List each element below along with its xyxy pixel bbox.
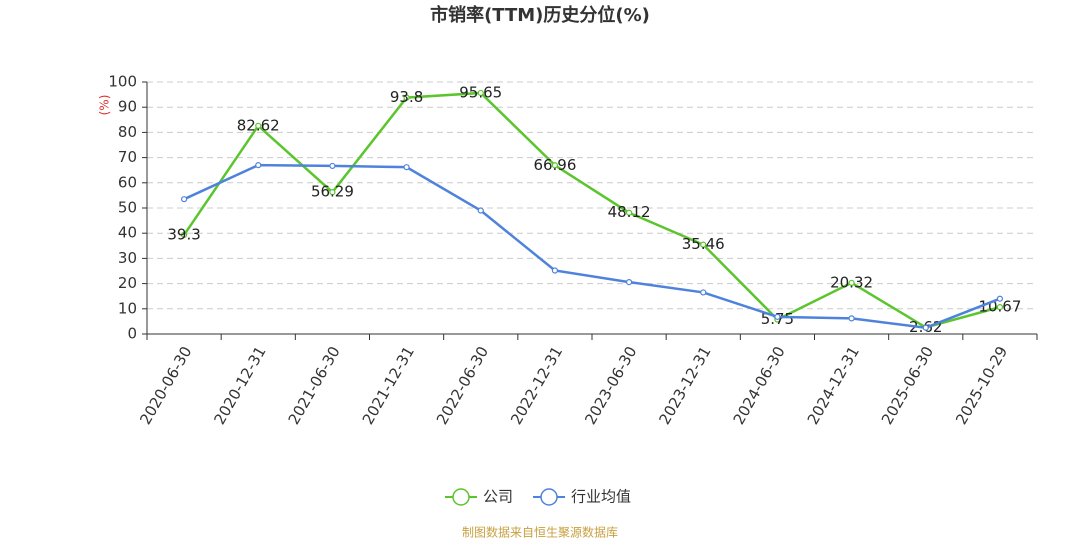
y-tick-label: 90 [118, 98, 137, 116]
y-tick-label: 60 [118, 173, 137, 191]
data-point [403, 94, 410, 101]
data-point [922, 324, 929, 331]
data-point [551, 162, 559, 169]
data-point [329, 162, 336, 170]
data-point [403, 164, 410, 171]
legend-marker [540, 488, 558, 506]
data-label: 95.65 [459, 83, 502, 101]
x-tick-label: 2025-10-29 [952, 343, 1011, 428]
data-point [255, 122, 262, 129]
data-label: 39.3 [167, 225, 200, 243]
data-point [551, 267, 559, 274]
y-tick-label: 80 [118, 123, 137, 141]
y-tick-label: 70 [118, 148, 137, 166]
data-point [848, 315, 855, 322]
data-point [996, 295, 1004, 302]
data-label: 56.29 [311, 183, 354, 201]
y-tick-label: 100 [108, 73, 137, 91]
x-tick-label: 2022-06-30 [433, 343, 492, 428]
data-point [255, 162, 262, 169]
data-point [848, 279, 855, 286]
data-label: 35.46 [682, 235, 725, 253]
data-label: 48.12 [608, 203, 651, 221]
x-tick-label: 2021-12-31 [359, 343, 418, 428]
data-point [625, 278, 633, 286]
data-point [180, 231, 188, 239]
y-axis-label: (%) [98, 95, 112, 116]
data-point [329, 189, 336, 196]
data-point [180, 196, 188, 203]
x-tick-label: 2024-06-30 [730, 343, 789, 428]
data-point [700, 289, 707, 296]
data-point [477, 207, 484, 214]
x-tick-label: 2023-12-31 [655, 343, 714, 428]
legend-label: 行业均值 [571, 488, 631, 506]
x-tick-label: 2020-12-31 [210, 343, 269, 428]
data-point [700, 241, 707, 248]
y-tick-label: 10 [118, 299, 137, 317]
data-point [774, 313, 781, 320]
data-label: 66.96 [533, 156, 576, 174]
x-tick-label: 2022-12-31 [507, 343, 566, 428]
chart-title: 市销率(TTM)历史分位(%) [430, 4, 650, 26]
source-note: 制图数据来自恒生聚源数据库 [462, 525, 618, 540]
x-tick-label: 2021-06-30 [285, 343, 344, 428]
series-line [183, 91, 1001, 329]
series-line [183, 163, 1001, 329]
x-tick-label: 2025-06-30 [878, 343, 937, 428]
y-tick-label: 40 [118, 224, 137, 242]
x-tick-label: 2024-12-31 [804, 343, 863, 428]
x-tick-label: 2023-06-30 [581, 343, 640, 428]
legend-marker [452, 488, 470, 506]
y-tick-label: 0 [127, 325, 137, 343]
y-tick-label: 50 [118, 199, 137, 217]
data-point [477, 89, 484, 97]
x-tick-label: 2020-06-30 [136, 343, 195, 428]
data-label: 82.62 [237, 116, 280, 134]
data-point [996, 304, 1004, 311]
y-tick-label: 30 [118, 249, 137, 267]
legend-label: 公司 [483, 488, 513, 506]
data-label: 20.32 [830, 273, 873, 291]
data-label: 93.8 [390, 88, 423, 106]
data-point [625, 209, 633, 216]
y-tick-label: 20 [118, 274, 137, 292]
